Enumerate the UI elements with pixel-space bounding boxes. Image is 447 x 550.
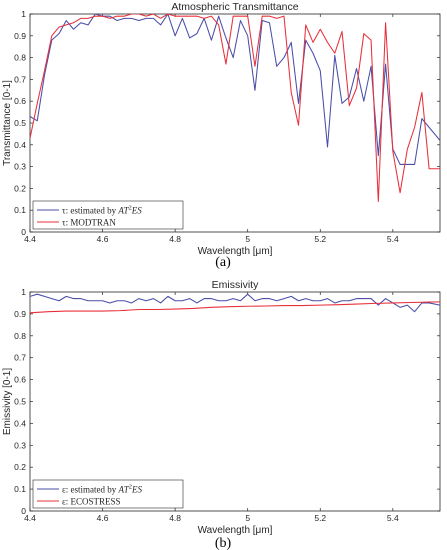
y-tick-label: 0.1 [14, 205, 26, 215]
y-tick-label: 0.2 [14, 183, 26, 193]
legend: τ: estimated by AT2ES τ: MODTRAN [32, 200, 184, 230]
y-tick-label: 0.3 [14, 440, 26, 450]
x-tick-label: 5 [245, 234, 250, 244]
y-tick-label: 0.8 [14, 53, 26, 63]
chart-transmittance: Atmospheric Transmittance 4.4 4.6 4.8 5 5.2 5.… [2, 1, 441, 257]
legend-box [32, 200, 184, 230]
legend-entry: ε: ECOSTRESS [62, 497, 121, 507]
x-tick-label: 5.4 [387, 513, 399, 523]
x-axis-label: Wavelength [μm] [198, 246, 273, 257]
x-tick-label: 5.4 [387, 234, 399, 244]
y-tick-label: 0.8 [14, 331, 26, 341]
x-axis-label: Wavelength [μm] [198, 525, 273, 536]
x-tick-label: 5 [245, 513, 250, 523]
x-tick-label: 4.6 [97, 234, 109, 244]
legend-entry: τ: MODTRAN [62, 218, 116, 228]
y-tick-label: 0.2 [14, 462, 26, 472]
caption-b: (b) [215, 536, 232, 550]
x-tick-label: 4.8 [169, 234, 181, 244]
y-tick-label: 0.5 [14, 118, 26, 128]
x-tick-label: 4.8 [169, 513, 181, 523]
series-line-reference [30, 301, 440, 314]
y-tick-label: 0.3 [14, 162, 26, 172]
x-tick-label: 5.2 [314, 234, 326, 244]
y-tick-label: 0.5 [14, 397, 26, 407]
series-line-estimated [30, 293, 440, 313]
chart-emissivity: Emissivity 4.4 4.6 4.8 5 5.2 5.4 0 0.1 0.2 0.3 0.4 0… [2, 279, 441, 536]
series-line-estimated [30, 14, 440, 165]
legend-entry: τ: estimated by AT2ES [62, 205, 142, 216]
series-line-reference [30, 14, 440, 203]
y-tick-label: 0.7 [14, 353, 26, 363]
y-tick-label: 1 [21, 9, 26, 19]
y-tick-label: 0 [21, 227, 26, 237]
x-tick-label: 5.2 [314, 513, 326, 523]
y-tick-label: 0.1 [14, 484, 26, 494]
caption-a: (a) [215, 255, 231, 270]
y-axis-label: Emissivity [0-1] [2, 368, 13, 435]
y-tick-label: 0.9 [14, 31, 26, 41]
legend-entry: ε: estimated by AT2ES [62, 484, 142, 495]
y-tick-label: 0.9 [14, 309, 26, 319]
plot-area [29, 291, 441, 512]
y-tick-label: 1 [21, 287, 26, 297]
chart-title: Atmospheric Transmittance [171, 1, 298, 13]
y-tick-label: 0 [21, 506, 26, 516]
y-tick-label: 0.4 [14, 140, 26, 150]
chart-title: Emissivity [212, 279, 259, 291]
y-tick-label: 0.6 [14, 96, 26, 106]
y-tick-label: 0.4 [14, 418, 26, 428]
y-axis-label: Transmittance [0-1] [2, 80, 13, 166]
x-tick-label: 4.4 [24, 513, 36, 523]
legend-box [32, 479, 184, 509]
x-tick-label: 4.4 [24, 234, 36, 244]
legend: ε: estimated by AT2ES ε: ECOSTRESS [32, 479, 184, 509]
y-tick-label: 0.6 [14, 375, 26, 385]
y-tick-label: 0.7 [14, 74, 26, 84]
x-tick-label: 4.6 [97, 513, 109, 523]
